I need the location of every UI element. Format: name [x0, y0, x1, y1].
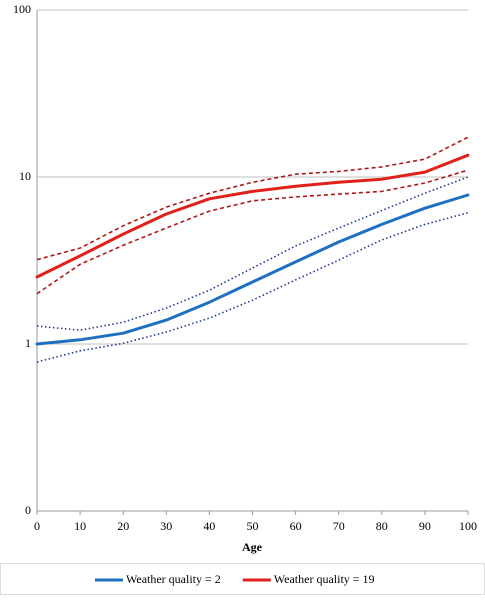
bound-line	[36, 169, 469, 295]
x-tick-label: 80	[376, 519, 388, 533]
bound-line	[36, 212, 469, 363]
series-line	[35, 153, 470, 279]
x-tick-label: 30	[160, 519, 172, 533]
x-tick-label: 20	[117, 519, 129, 533]
y-tick-label: 0	[25, 503, 31, 517]
bound-line	[36, 136, 469, 261]
x-tick-label: 60	[290, 519, 302, 533]
legend-label: Weather quality = 19	[274, 572, 375, 586]
x-tick-label: 0	[34, 519, 40, 533]
y-tick-label: 1	[25, 336, 31, 350]
y-tick-label: 100	[13, 2, 31, 16]
x-tick-label: 10	[74, 519, 86, 533]
x-tick-label: 90	[419, 519, 431, 533]
x-tick-label: 50	[247, 519, 259, 533]
x-tick-label: 70	[333, 519, 345, 533]
x-tick-label: 100	[459, 519, 477, 533]
x-tick-label: 40	[203, 519, 215, 533]
series-line	[35, 193, 470, 346]
x-axis-label: Age	[242, 540, 263, 554]
y-tick-label: 10	[19, 169, 31, 183]
bound-line	[36, 176, 469, 331]
legend-label: Weather quality = 2	[126, 572, 221, 586]
